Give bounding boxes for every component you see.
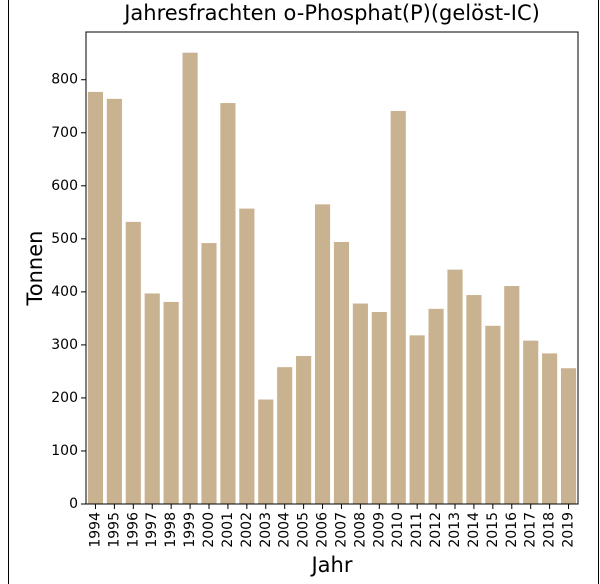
bar [523,340,539,504]
bar [504,286,520,504]
y-tick-label: 700 [51,125,78,141]
bar [258,399,274,504]
x-tick-label: 2018 [542,512,558,548]
bar [371,312,387,504]
bar [390,111,406,504]
bar [144,293,160,504]
y-tick-label: 100 [51,443,78,459]
y-tick-label: 600 [51,178,78,194]
x-tick-label: 2002 [239,512,255,548]
y-tick-label: 0 [69,496,78,512]
plot-frame [85,31,579,505]
bar [485,325,501,504]
bar [277,367,293,504]
y-axis-label: Tonnen [23,231,47,307]
x-tick-label: 1999 [182,512,198,548]
x-tick-label: 2017 [523,512,539,548]
bar [220,103,236,504]
y-tick-label: 500 [51,231,78,247]
bar [352,303,368,504]
x-tick-label: 1996 [125,512,141,548]
y-tick-label: 200 [51,390,78,406]
bar [333,242,350,504]
x-axis-label: Jahr [309,553,352,577]
bar [296,356,312,504]
x-tick-label: 2004 [277,512,293,548]
y-tick-label: 800 [51,72,78,88]
y-tick-label: 400 [51,284,78,300]
x-tick-label: 2006 [315,512,331,548]
bar [409,335,425,504]
x-tick-label: 2007 [333,512,349,548]
x-tick-label: 2011 [409,512,425,548]
bar [125,221,141,505]
x-tick-label: 2013 [447,512,463,548]
x-tick-label: 1994 [87,512,103,548]
bar [182,52,198,505]
y-tick-label: 300 [51,337,78,353]
x-tick-label: 2009 [371,512,387,548]
x-tick-label: 2010 [390,512,406,548]
x-tick-label: 1997 [144,512,160,548]
bar [106,98,122,504]
x-tick-label: 2000 [201,512,217,548]
bar [163,301,179,504]
bar [239,208,255,505]
chart-title: Jahresfrachten o-Phosphat(P)(gelöst-IC) [122,1,540,25]
bar [447,269,463,504]
x-tick-label: 1998 [163,512,179,548]
bar [428,308,444,504]
bar [542,353,558,504]
x-tick-label: 2005 [296,512,312,548]
x-tick-label: 2001 [220,512,236,548]
x-tick-label: 2003 [258,512,274,548]
x-tick-label: 1995 [106,512,122,548]
x-tick-label: 2015 [485,512,501,548]
x-tick-label: 2014 [466,512,482,548]
x-tick-label: 2008 [352,512,368,548]
x-tick-label: 2012 [428,512,444,548]
x-tick-label: 2016 [504,512,520,548]
bar [87,91,104,504]
bar [466,295,482,504]
bar [201,243,217,504]
bar [560,368,577,504]
x-tick-label: 2019 [561,512,577,548]
bar [314,204,331,504]
